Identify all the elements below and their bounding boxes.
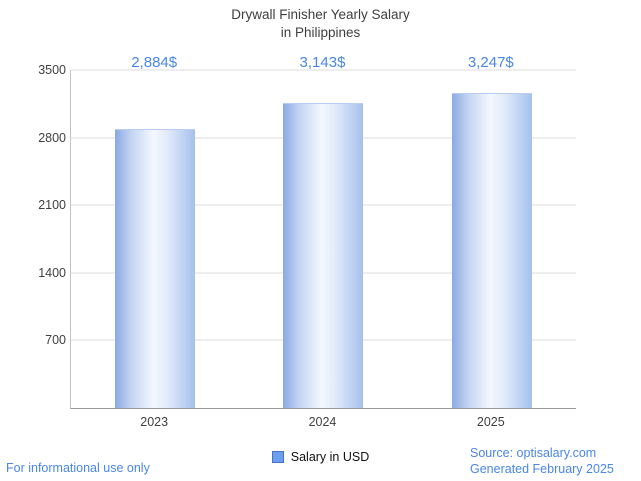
bar-value-label: 3,143$ xyxy=(299,54,346,71)
y-tick-label: 700 xyxy=(45,333,66,348)
bar-column xyxy=(239,70,407,408)
chart-title: Drywall Finisher Yearly Salary in Philip… xyxy=(0,6,641,42)
chart-title-line2: in Philippines xyxy=(280,25,361,41)
x-tick-label: 2025 xyxy=(476,415,505,429)
x-tick-label: 2024 xyxy=(308,415,337,429)
legend-label: Salary in USD xyxy=(290,450,370,464)
bar-column xyxy=(71,70,239,408)
bar-columns xyxy=(71,70,576,408)
value-labels-row: 2,884$ 3,143$ 3,247$ xyxy=(70,54,575,71)
y-tick-label: 3500 xyxy=(38,63,66,77)
y-axis-labels: 700 1400 2100 2800 3500 xyxy=(22,63,66,408)
x-axis-labels: 2023 2024 2025 xyxy=(70,415,575,429)
x-tick-label: 2023 xyxy=(140,415,169,429)
legend-swatch-icon xyxy=(271,451,284,463)
source-text: Source: optisalary.com xyxy=(470,446,597,460)
y-tick-label: 1400 xyxy=(38,265,66,280)
bar-value-label: 2,884$ xyxy=(131,54,178,71)
plot-area xyxy=(70,69,576,409)
legend: Salary in USD xyxy=(0,450,641,464)
gridline xyxy=(71,69,576,71)
y-tick-label: 2800 xyxy=(38,130,66,145)
bar-column xyxy=(408,70,576,408)
chart-title-line1: Drywall Finisher Yearly Salary xyxy=(231,7,410,22)
disclaimer-text: For informational use only xyxy=(6,461,150,475)
bar xyxy=(283,103,364,408)
bar-value-label: 3,247$ xyxy=(467,54,514,71)
generated-text: Generated February 2025 xyxy=(470,462,614,476)
bar xyxy=(115,128,196,408)
source-attribution: Source: optisalary.com Generated Februar… xyxy=(470,445,614,477)
bar xyxy=(451,93,532,408)
y-tick-label: 2100 xyxy=(38,198,66,213)
